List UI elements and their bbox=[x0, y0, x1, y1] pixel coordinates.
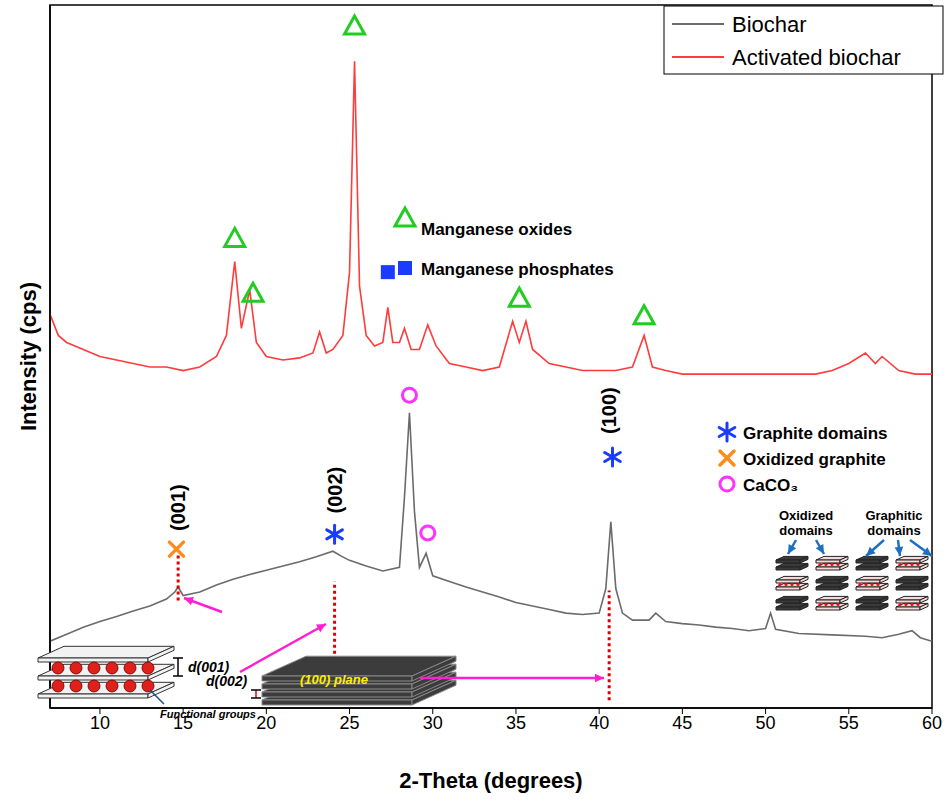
svg-text:(001): (001) bbox=[167, 484, 189, 531]
svg-text:Biochar: Biochar bbox=[732, 12, 807, 37]
svg-text:Activated biochar: Activated biochar bbox=[732, 45, 901, 70]
svg-text:(002): (002) bbox=[324, 467, 346, 514]
svg-text:35: 35 bbox=[506, 713, 526, 733]
svg-text:40: 40 bbox=[589, 713, 609, 733]
svg-text:20: 20 bbox=[256, 713, 276, 733]
svg-text:Oxidized graphite: Oxidized graphite bbox=[743, 450, 886, 469]
svg-text:d(002): d(002) bbox=[206, 673, 248, 689]
svg-text:25: 25 bbox=[340, 713, 360, 733]
svg-text:(100) plane: (100) plane bbox=[300, 672, 368, 687]
svg-text:Graphite domains: Graphite domains bbox=[743, 424, 888, 443]
svg-text:Graphitic: Graphitic bbox=[865, 508, 922, 523]
svg-text:50: 50 bbox=[756, 713, 776, 733]
svg-text:(100): (100) bbox=[598, 387, 620, 434]
svg-text:10: 10 bbox=[90, 713, 110, 733]
svg-text:domains: domains bbox=[779, 523, 832, 538]
svg-text:Intensity (cps): Intensity (cps) bbox=[16, 282, 41, 431]
svg-text:Manganese oxides: Manganese oxides bbox=[421, 220, 572, 239]
svg-text:15: 15 bbox=[173, 713, 193, 733]
svg-text:d(001): d(001) bbox=[188, 659, 230, 675]
svg-text:Oxidized: Oxidized bbox=[779, 508, 833, 523]
svg-text:Manganese phosphates: Manganese phosphates bbox=[421, 260, 614, 279]
svg-text:30: 30 bbox=[423, 713, 443, 733]
svg-text:domains: domains bbox=[867, 523, 920, 538]
svg-text:60: 60 bbox=[922, 713, 942, 733]
svg-text:55: 55 bbox=[839, 713, 859, 733]
svg-text:2-Theta (degrees): 2-Theta (degrees) bbox=[399, 768, 582, 793]
svg-text:CaCO₃: CaCO₃ bbox=[743, 476, 798, 495]
svg-text:45: 45 bbox=[672, 713, 692, 733]
svg-text:Functional groups: Functional groups bbox=[160, 708, 256, 720]
